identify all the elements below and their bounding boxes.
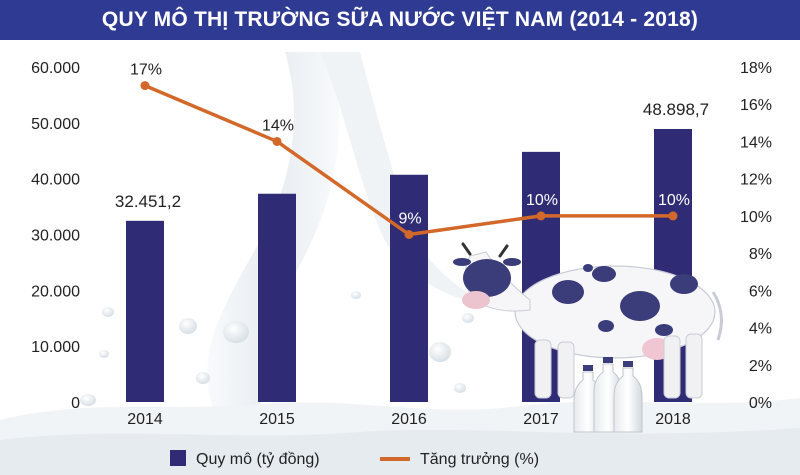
right-tick-label: 10%: [740, 209, 772, 226]
growth-label-2018: 10%: [658, 192, 690, 209]
growth-point-2015: [272, 136, 282, 146]
right-tick-label: 12%: [740, 172, 772, 189]
left-tick-label: 40.000: [31, 172, 80, 189]
value-label-2018: 48.898,7: [643, 100, 709, 119]
growth-label-2015: 14%: [262, 117, 294, 134]
growth-label-2014: 17%: [130, 62, 162, 79]
growth-label-2017: 10%: [526, 192, 558, 209]
legend: Quy mô (tỷ đồng) Tăng trưởng (%): [170, 450, 539, 468]
right-tick-label: 6%: [749, 283, 772, 300]
x-axis: 2014 2015 2016 2017 2018: [127, 411, 691, 428]
right-tick-label: 16%: [740, 97, 772, 114]
x-tick-label: 2018: [655, 411, 691, 428]
x-tick-label: 2017: [523, 411, 559, 428]
x-tick-label: 2014: [127, 411, 163, 428]
right-tick-label: 14%: [740, 134, 772, 151]
chart-title: QUY MÔ THỊ TRƯỜNG SỮA NƯỚC VIỆT NAM (201…: [101, 8, 699, 31]
bar-2015: [258, 193, 296, 402]
line-series-group: [140, 81, 678, 239]
legend-line-label: Tăng trưởng (%): [420, 451, 539, 468]
left-tick-label: 20.000: [31, 283, 80, 300]
left-tick-label: 60.000: [31, 60, 80, 77]
growth-point-2016: [404, 230, 414, 239]
legend-bar-swatch: [170, 450, 186, 466]
left-tick-label: 10.000: [31, 339, 80, 356]
milk-bottles-illustration: [573, 357, 643, 433]
legend-bar-label: Quy mô (tỷ đồng): [196, 451, 320, 468]
left-tick-label: 50.000: [31, 116, 80, 133]
growth-point-2014: [140, 81, 150, 91]
growth-label-2016: 9%: [398, 211, 421, 228]
left-axis: 0 10.000 20.000 30.000 40.000 50.000 60.000: [31, 60, 80, 412]
milk-splash-background: [0, 52, 800, 475]
right-tick-label: 0%: [749, 395, 772, 412]
x-tick-label: 2015: [259, 411, 295, 428]
growth-point-2017: [536, 211, 546, 221]
value-label-2014: 32.451,2: [115, 192, 181, 211]
x-tick-label: 2016: [391, 411, 427, 428]
right-axis: 0% 2% 4% 6% 8% 10% 12% 14% 16% 18%: [740, 60, 772, 412]
data-labels-group: 17% 14% 9% 10% 10% 32.451,2 48.898,7: [115, 62, 709, 228]
left-tick-label: 0: [71, 395, 80, 412]
right-tick-label: 8%: [749, 246, 772, 263]
title-bar: QUY MÔ THỊ TRƯỜNG SỮA NƯỚC VIỆT NAM (201…: [0, 0, 800, 40]
bar-2016: [390, 174, 428, 402]
cow-illustration: [453, 242, 723, 399]
right-tick-label: 4%: [749, 321, 772, 338]
right-tick-label: 2%: [749, 358, 772, 375]
left-tick-label: 30.000: [31, 228, 80, 245]
right-tick-label: 18%: [740, 60, 772, 77]
growth-point-2018: [668, 211, 678, 221]
bar-2014: [126, 220, 164, 402]
